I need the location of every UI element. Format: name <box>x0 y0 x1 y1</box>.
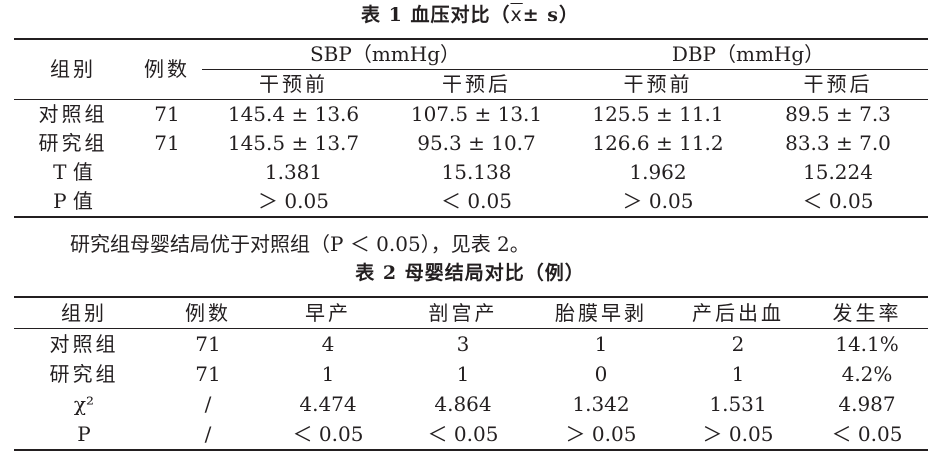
cell: 145.4 ± 13.6 <box>227 102 360 126</box>
cell: 4.864 <box>434 392 492 416</box>
row-label: 对照组 <box>49 332 119 356</box>
cell: ＞ 0.05 <box>258 189 329 213</box>
table2-header-group: 组别 <box>14 297 154 329</box>
row-count: 71 <box>154 102 180 126</box>
cell: 4.474 <box>299 392 357 416</box>
table1-header-dbp-before: 干预前 <box>568 69 748 100</box>
cell: 125.5 ± 11.1 <box>592 102 724 126</box>
cell: ＜ 0.05 <box>441 189 512 213</box>
cell: 83.3 ± 7.0 <box>785 131 891 155</box>
table1-header-sbp: SBP（mmHg） <box>202 39 568 70</box>
table1-row: 研究组 71 145.5 ± 13.7 95.3 ± 10.7 126.6 ± … <box>14 129 928 158</box>
row-label: χ² <box>73 392 95 416</box>
cell: 4.2% <box>841 362 893 386</box>
cell: 14.1% <box>835 332 899 356</box>
cell: 1 <box>731 362 745 386</box>
cell: 95.3 ± 10.7 <box>417 131 536 155</box>
table2-row: 对照组 71 4 3 1 2 14.1% <box>14 329 928 360</box>
row-label: P 值 <box>53 189 93 213</box>
table1-row: P 值 ＞ 0.05 ＜ 0.05 ＞ 0.05 ＜ 0.05 <box>14 187 928 217</box>
table2-row: P / ＜ 0.05 ＜ 0.05 ＞ 0.05 ＞ 0.05 ＜ 0.05 <box>14 419 928 450</box>
cell: 145.5 ± 13.7 <box>227 131 360 155</box>
row-count: 71 <box>154 131 180 155</box>
table1-caption-prefix: 表 1 血压对比（ <box>361 4 511 26</box>
cell: 1 <box>321 362 335 386</box>
cell: 1.342 <box>572 392 630 416</box>
body-sentence: 研究组母婴结局优于对照组（P ＜ 0.05），见表 2。 <box>70 232 530 256</box>
cell: 107.5 ± 13.1 <box>410 102 543 126</box>
cell: 71 <box>195 362 221 386</box>
cell: 2 <box>731 332 745 356</box>
row-label: P <box>77 422 91 446</box>
cell: ＜ 0.05 <box>292 422 364 446</box>
table1-header-dbp-after: 干预后 <box>748 69 928 100</box>
table2-header-hemorrhage: 产后出血 <box>670 297 806 329</box>
cell: ＞ 0.05 <box>565 422 637 446</box>
cell: ＜ 0.05 <box>831 422 903 446</box>
cell: ＜ 0.05 <box>802 189 874 213</box>
table2-row: 研究组 71 1 1 0 1 4.2% <box>14 359 928 389</box>
cell: 1 <box>594 332 608 356</box>
cell: 1.381 <box>264 160 323 184</box>
row-count <box>132 187 202 217</box>
row-label: 对照组 <box>38 102 108 126</box>
cell: ＞ 0.05 <box>702 422 774 446</box>
cell: 15.138 <box>441 160 512 184</box>
row-count <box>132 158 202 187</box>
table1-header-sbp-after: 干预后 <box>385 69 568 100</box>
row-label: 研究组 <box>49 362 119 386</box>
cell: / <box>204 422 212 446</box>
table2-header-abruption: 胎膜早剥 <box>532 297 670 329</box>
cell: / <box>204 392 212 416</box>
cell: 89.5 ± 7.3 <box>785 102 891 126</box>
table2-header-count: 例数 <box>154 297 262 329</box>
table1-header-count: 例数 <box>132 39 202 100</box>
table1-caption-suffix: ± s） <box>522 4 579 26</box>
table2-header-rate: 发生率 <box>806 297 928 329</box>
cell: 15.224 <box>803 160 873 184</box>
cell: ＜ 0.05 <box>427 422 499 446</box>
cell: 4 <box>321 332 335 356</box>
row-label: 研究组 <box>38 131 108 155</box>
cell: 71 <box>195 332 221 356</box>
cell: 126.6 ± 11.2 <box>592 131 724 155</box>
table2: 组别 例数 早产 剖宫产 胎膜早剥 产后出血 发生率 对照组 71 4 3 1 … <box>14 296 928 451</box>
table2-header-preterm: 早产 <box>262 297 394 329</box>
cell: 1.962 <box>629 160 687 184</box>
table1-caption-xbar: x <box>510 4 523 26</box>
cell: 1 <box>456 362 470 386</box>
table1-header-dbp: DBP（mmHg） <box>568 39 928 70</box>
table1-row: T 值 1.381 15.138 1.962 15.224 <box>14 158 928 187</box>
table1: 组别 例数 SBP（mmHg） DBP（mmHg） 干预前 干预后 干预前 干预… <box>14 38 928 218</box>
table2-caption: 表 2 母婴结局对比（例） <box>355 262 585 284</box>
table1-header-group: 组别 <box>14 39 132 100</box>
table2-header-cesarean: 剖宫产 <box>394 297 532 329</box>
table1-header-sbp-before: 干预前 <box>202 69 385 100</box>
table1-caption: 表 1 血压对比（x± s） <box>0 2 940 28</box>
cell: ＞ 0.05 <box>622 189 694 213</box>
table1-row: 对照组 71 145.4 ± 13.6 107.5 ± 13.1 125.5 ±… <box>14 100 928 130</box>
cell: 3 <box>456 332 470 356</box>
table2-row: χ² / 4.474 4.864 1.342 1.531 4.987 <box>14 389 928 419</box>
cell: 0 <box>594 362 608 386</box>
cell: 1.531 <box>709 392 767 416</box>
cell: 4.987 <box>838 392 896 416</box>
row-label: T 值 <box>53 160 93 184</box>
